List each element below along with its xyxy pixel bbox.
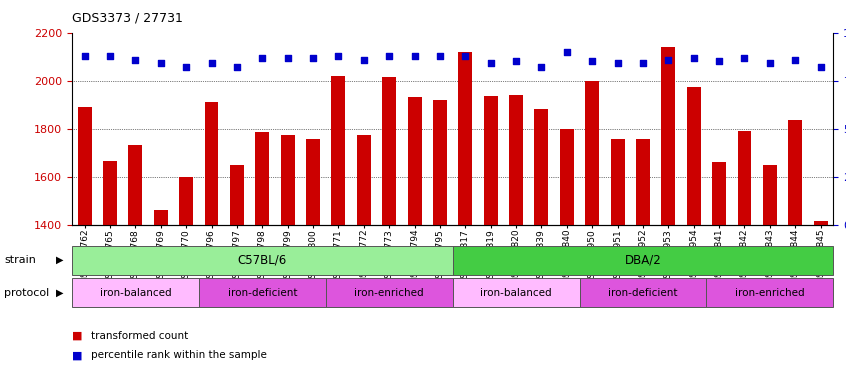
Text: transformed count: transformed count — [91, 331, 188, 341]
Point — [433, 53, 447, 59]
Point — [636, 60, 650, 66]
Point — [788, 56, 802, 63]
Text: iron-balanced: iron-balanced — [481, 288, 552, 298]
Bar — [662, 47, 675, 225]
Bar — [357, 135, 371, 225]
Bar — [255, 132, 269, 225]
Bar — [433, 100, 447, 225]
Point — [560, 49, 574, 55]
Bar — [585, 81, 599, 225]
Point — [281, 55, 294, 61]
Point — [179, 64, 193, 70]
Bar — [129, 146, 142, 225]
Text: protocol: protocol — [4, 288, 49, 298]
Bar — [408, 98, 421, 225]
Point — [103, 53, 117, 59]
Point — [382, 53, 396, 59]
Text: iron-deficient: iron-deficient — [608, 288, 678, 298]
Text: ■: ■ — [72, 350, 82, 360]
Point — [332, 53, 345, 59]
Text: ▶: ▶ — [56, 288, 63, 298]
Bar — [78, 107, 91, 225]
Text: strain: strain — [4, 255, 36, 265]
Point — [611, 60, 624, 66]
Bar — [814, 221, 827, 225]
Bar — [306, 139, 320, 225]
Point — [129, 56, 142, 63]
Bar — [453, 278, 580, 307]
Point — [662, 56, 675, 63]
Bar — [199, 278, 326, 307]
Bar — [687, 87, 700, 225]
Bar — [154, 210, 168, 225]
Bar — [332, 76, 345, 225]
Bar — [230, 165, 244, 225]
Point — [255, 55, 269, 61]
Bar — [281, 135, 294, 225]
Bar — [459, 52, 472, 225]
Bar — [611, 139, 624, 225]
Bar — [382, 77, 396, 225]
Point — [687, 55, 700, 61]
Point — [205, 60, 218, 66]
Point — [712, 58, 726, 65]
Bar — [763, 165, 777, 225]
Bar — [535, 109, 548, 225]
Bar — [72, 278, 199, 307]
Text: GDS3373 / 27731: GDS3373 / 27731 — [72, 12, 183, 25]
Point — [459, 53, 472, 59]
Point — [535, 64, 548, 70]
Bar — [738, 131, 751, 225]
Bar — [205, 102, 218, 225]
Text: iron-enriched: iron-enriched — [354, 288, 424, 298]
Bar — [453, 246, 833, 275]
Point — [230, 64, 244, 70]
Text: ■: ■ — [72, 331, 82, 341]
Bar — [509, 95, 523, 225]
Bar — [72, 246, 453, 275]
Bar — [484, 96, 497, 225]
Text: C57BL/6: C57BL/6 — [238, 254, 287, 266]
Bar — [788, 120, 802, 225]
Bar — [636, 139, 650, 225]
Text: percentile rank within the sample: percentile rank within the sample — [91, 350, 266, 360]
Text: iron-deficient: iron-deficient — [228, 288, 297, 298]
Text: iron-balanced: iron-balanced — [100, 288, 171, 298]
Point — [738, 55, 751, 61]
Bar — [580, 278, 706, 307]
Bar — [326, 278, 453, 307]
Point — [585, 58, 599, 65]
Text: ▶: ▶ — [56, 255, 63, 265]
Bar — [103, 161, 117, 225]
Point — [509, 58, 523, 65]
Point — [306, 55, 320, 61]
Point — [357, 56, 371, 63]
Point — [408, 53, 421, 59]
Point — [484, 60, 497, 66]
Text: iron-enriched: iron-enriched — [735, 288, 805, 298]
Point — [814, 64, 827, 70]
Point — [763, 60, 777, 66]
Bar — [560, 129, 574, 225]
Text: DBA/2: DBA/2 — [624, 254, 662, 266]
Bar — [712, 162, 726, 225]
Bar — [179, 177, 193, 225]
Bar — [706, 278, 833, 307]
Point — [154, 60, 168, 66]
Point — [78, 53, 91, 59]
